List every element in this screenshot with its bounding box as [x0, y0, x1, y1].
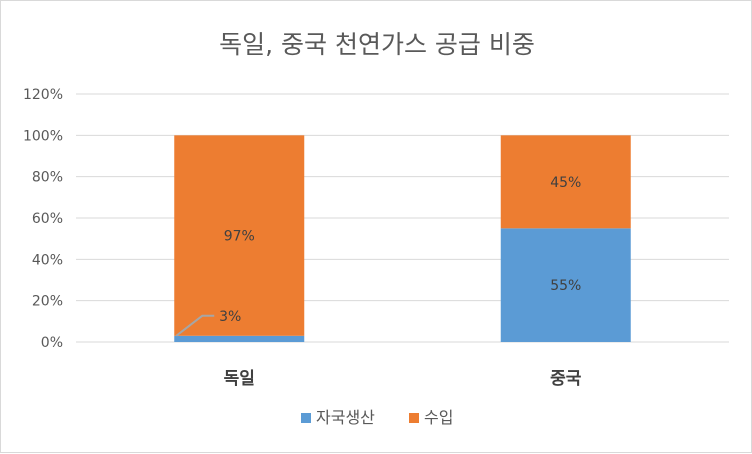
x-axis-categories: 독일 중국: [224, 369, 582, 389]
y-tick-label: 40%: [32, 252, 63, 268]
bar-segment: [500, 228, 631, 342]
y-tick-label: 120%: [23, 87, 63, 103]
x-category-label: 중국: [550, 369, 582, 389]
grid-layer: [76, 93, 729, 343]
bar-segment: [174, 135, 305, 336]
y-tick-label: 60%: [32, 211, 63, 227]
leader-line: [175, 314, 215, 337]
data-label: 55%: [550, 278, 581, 294]
y-axis-ticks: 0% 20% 40% 60% 80% 100% 120%: [23, 87, 63, 351]
data-label-layer: 3% 97% 55% 45%: [175, 175, 581, 337]
y-tick-label: 100%: [23, 128, 63, 144]
y-tick-label: 0%: [41, 335, 63, 351]
bar-segment: [174, 335, 305, 342]
data-label: 45%: [550, 175, 581, 191]
x-category-label: 독일: [224, 369, 255, 389]
legend-entry: 자국생산: [316, 408, 375, 427]
data-label: 97%: [224, 229, 255, 245]
bar-layer: [174, 135, 631, 342]
legend-swatch: [301, 413, 311, 423]
data-label: 3%: [219, 309, 241, 325]
legend: 자국생산 수입: [301, 408, 453, 427]
chart-title: 독일, 중국 천연가스 공급 비중: [219, 30, 535, 59]
legend-entry: 수입: [424, 408, 453, 427]
legend-swatch: [409, 413, 419, 423]
y-tick-label: 20%: [32, 294, 63, 310]
bar-segment: [500, 135, 631, 229]
y-tick-label: 80%: [32, 170, 63, 186]
